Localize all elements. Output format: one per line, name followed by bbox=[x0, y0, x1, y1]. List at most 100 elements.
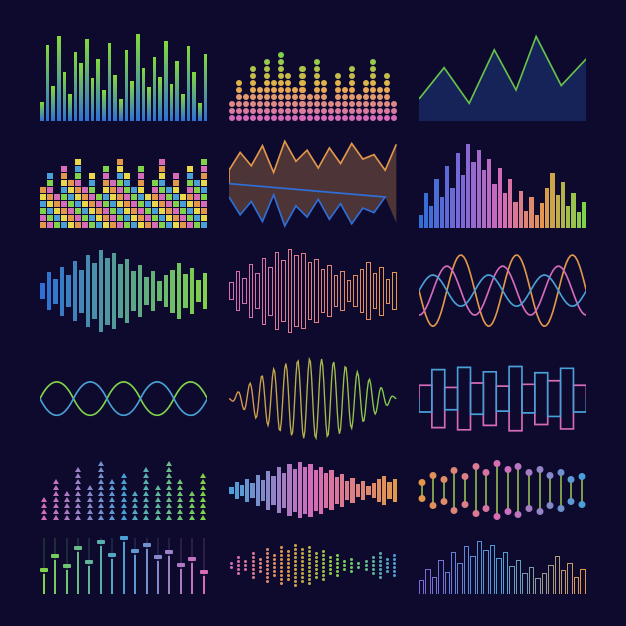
slider-handle[interactable] bbox=[108, 553, 116, 557]
slider-handle[interactable] bbox=[63, 564, 71, 568]
bar bbox=[487, 159, 491, 229]
dot bbox=[307, 94, 313, 100]
pixel bbox=[159, 166, 165, 172]
bar bbox=[266, 471, 270, 509]
pixel bbox=[180, 215, 186, 221]
pixel bbox=[187, 194, 193, 200]
triangle-icon bbox=[87, 509, 93, 514]
slider[interactable] bbox=[131, 538, 138, 594]
dot bbox=[264, 101, 270, 107]
dot bbox=[252, 552, 255, 555]
slider-handle[interactable] bbox=[74, 546, 82, 550]
dot bbox=[349, 73, 355, 79]
slider[interactable] bbox=[154, 538, 161, 594]
slider[interactable] bbox=[177, 538, 184, 594]
pixel bbox=[194, 208, 200, 214]
slider-handle[interactable] bbox=[200, 570, 208, 574]
bar bbox=[308, 464, 312, 517]
triangle-icon bbox=[189, 497, 195, 502]
dot bbox=[357, 566, 360, 569]
slider-handle[interactable] bbox=[120, 536, 128, 540]
bar bbox=[183, 274, 188, 308]
bar bbox=[288, 249, 293, 334]
pixel bbox=[145, 208, 151, 214]
slider-handle[interactable] bbox=[40, 568, 48, 572]
slider[interactable] bbox=[51, 538, 58, 594]
bar bbox=[281, 260, 286, 322]
bar bbox=[85, 39, 89, 121]
slider[interactable] bbox=[97, 538, 104, 594]
slider-handle[interactable] bbox=[154, 555, 162, 559]
dot bbox=[379, 568, 382, 571]
slider-handle[interactable] bbox=[85, 560, 93, 564]
slider[interactable] bbox=[40, 538, 47, 594]
pixel bbox=[187, 201, 193, 207]
triangle-icon bbox=[166, 479, 172, 484]
slider[interactable] bbox=[143, 538, 150, 594]
bar bbox=[268, 267, 273, 316]
slider-handle[interactable] bbox=[131, 549, 139, 553]
bar bbox=[53, 279, 58, 304]
slider-handle[interactable] bbox=[177, 563, 185, 567]
slider[interactable] bbox=[188, 538, 195, 594]
pixel bbox=[54, 222, 60, 228]
bar bbox=[366, 262, 371, 320]
dot bbox=[329, 556, 332, 559]
dot bbox=[294, 580, 297, 583]
triangle-icon bbox=[189, 515, 195, 520]
dot bbox=[236, 108, 242, 114]
pixel bbox=[68, 208, 74, 214]
bar-equalizer bbox=[40, 32, 207, 121]
waveform-r4c2 bbox=[229, 354, 396, 443]
bar bbox=[256, 475, 260, 506]
pixel bbox=[187, 208, 193, 214]
dot bbox=[335, 101, 341, 107]
pixel bbox=[201, 215, 207, 221]
slider[interactable] bbox=[63, 538, 70, 594]
pixel bbox=[201, 173, 207, 179]
slider[interactable] bbox=[200, 538, 207, 594]
slider-handle[interactable] bbox=[188, 557, 196, 561]
pixel bbox=[194, 201, 200, 207]
cap-icon bbox=[504, 466, 511, 473]
bar bbox=[528, 473, 530, 508]
slider[interactable] bbox=[109, 538, 116, 594]
slider-handle[interactable] bbox=[97, 540, 105, 544]
bar bbox=[40, 283, 45, 299]
dot bbox=[393, 566, 396, 569]
pixel bbox=[75, 194, 81, 200]
triangle-icon bbox=[98, 515, 104, 520]
dot bbox=[343, 564, 346, 567]
pixel bbox=[103, 201, 109, 207]
bar bbox=[181, 94, 185, 121]
dot bbox=[250, 101, 256, 107]
slider-handle[interactable] bbox=[51, 554, 59, 558]
dot bbox=[372, 560, 375, 563]
dot bbox=[285, 115, 291, 121]
slider[interactable] bbox=[86, 538, 93, 594]
bar bbox=[249, 264, 254, 318]
slider[interactable] bbox=[74, 538, 81, 594]
pixel bbox=[201, 180, 207, 186]
triangle-icon bbox=[75, 473, 81, 478]
pixel bbox=[159, 208, 165, 214]
dot bbox=[264, 66, 270, 72]
triangle-icon bbox=[64, 503, 70, 508]
slider-handle[interactable] bbox=[165, 550, 173, 554]
pixel bbox=[201, 208, 207, 214]
pixel bbox=[138, 201, 144, 207]
dot bbox=[266, 556, 269, 559]
slider-handle[interactable] bbox=[143, 543, 151, 547]
cap-icon bbox=[504, 508, 511, 515]
triangle-icon bbox=[121, 485, 127, 490]
waveform-r6c2 bbox=[229, 538, 396, 594]
bar bbox=[345, 481, 349, 500]
bar bbox=[387, 482, 391, 499]
waveform-r1c2 bbox=[229, 32, 396, 121]
dot bbox=[342, 101, 348, 107]
slider[interactable] bbox=[120, 538, 127, 594]
dot bbox=[244, 568, 247, 571]
triangle-icon bbox=[132, 515, 138, 520]
slider[interactable] bbox=[166, 538, 173, 594]
bar bbox=[157, 281, 162, 301]
